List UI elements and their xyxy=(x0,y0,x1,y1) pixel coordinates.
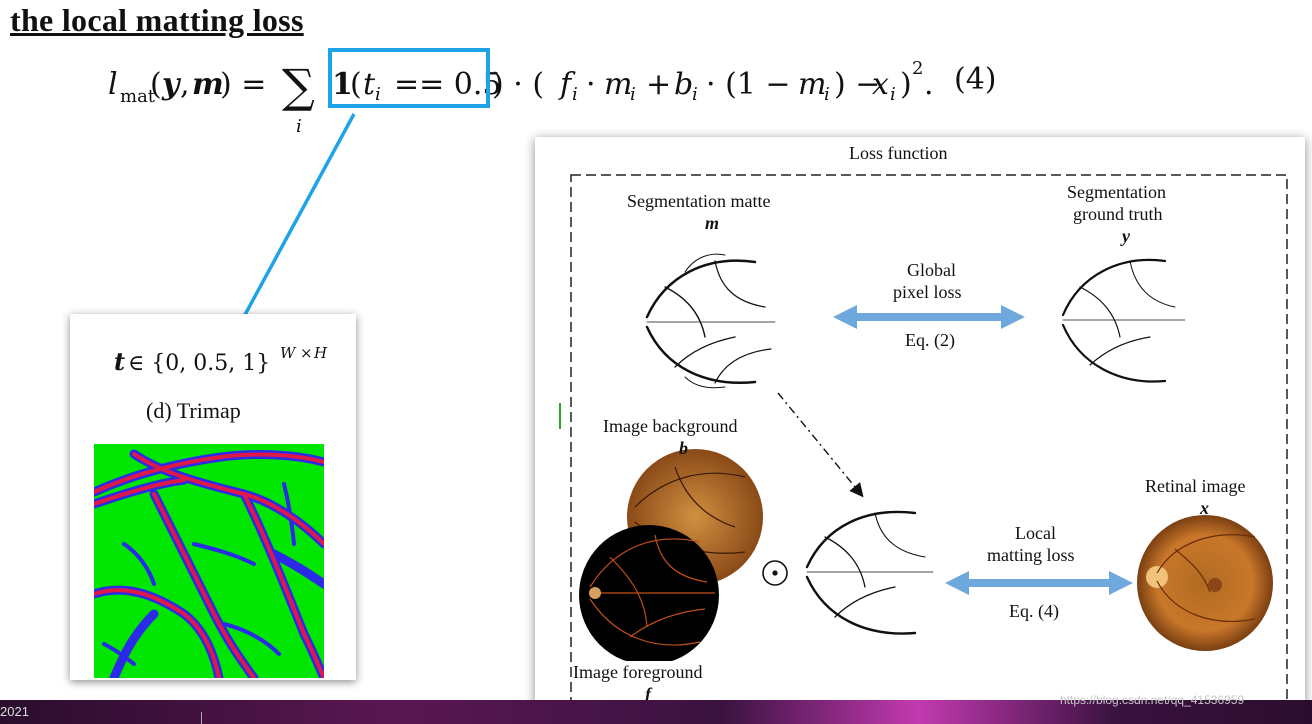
svg-text:i: i xyxy=(630,84,636,105)
retinal-image-picture xyxy=(1137,515,1273,651)
svg-text:×: × xyxy=(300,344,313,362)
trimap-formula: t ∈ {0, 0.5, 1} W × H xyxy=(114,344,328,376)
svg-text:H: H xyxy=(313,344,328,362)
global-loss-equation: Eq. (2) xyxy=(905,330,955,350)
taskbar-text: 2021 xyxy=(0,704,29,719)
matting-loss-equation: l mat ( y , m ) = ∑ i 1 ( t i == 0.5 ) ·… xyxy=(108,58,934,137)
global-loss-arrow xyxy=(833,305,1025,329)
svg-text:) · (: ) · ( xyxy=(492,67,544,102)
svg-text:== 0.5: == 0.5 xyxy=(394,67,502,102)
svg-text:) −: ) − xyxy=(834,67,880,102)
loss-function-diagram: Loss function Segmentation matte m Segme… xyxy=(535,137,1305,719)
svg-text:m: m xyxy=(192,67,224,102)
svg-text:l: l xyxy=(108,67,118,102)
loss-function-title: Loss function xyxy=(849,143,948,163)
svg-text:b: b xyxy=(674,67,693,102)
svg-text:x: x xyxy=(872,67,889,102)
taskbar-divider xyxy=(201,712,202,724)
local-loss-label-line1: Local xyxy=(1015,523,1056,543)
product-matte-image xyxy=(805,510,934,635)
local-loss-label-line2: matting loss xyxy=(987,545,1075,565)
global-loss-label-line2: pixel loss xyxy=(893,282,962,302)
ground-truth-label-line1: Segmentation xyxy=(1067,182,1166,202)
svg-text:∈ {0, 0.5, 1}: ∈ {0, 0.5, 1} xyxy=(128,351,270,376)
svg-text:+: + xyxy=(646,67,671,102)
svg-text:(: ( xyxy=(150,67,162,102)
svg-text:): ) xyxy=(900,67,912,102)
segmentation-matte-image xyxy=(644,253,776,389)
image-background-label: Image background xyxy=(603,416,738,436)
ground-truth-label-line2: ground truth xyxy=(1073,204,1163,224)
local-loss-equation: Eq. (4) xyxy=(1009,601,1059,621)
svg-text:i: i xyxy=(572,84,578,105)
svg-text:· (1 −: · (1 − xyxy=(706,67,791,102)
svg-text:y: y xyxy=(161,67,182,102)
trimap-image xyxy=(94,444,324,678)
image-foreground-label: Image foreground xyxy=(573,661,703,683)
svg-text:i: i xyxy=(824,84,830,105)
svg-text:∑: ∑ xyxy=(282,59,315,113)
watermark: https://blog.csdn.net/qq_41536959 xyxy=(1060,693,1245,707)
local-loss-arrow xyxy=(945,571,1133,595)
ground-truth-image xyxy=(1061,258,1186,383)
image-foreground-symbol: f xyxy=(645,684,651,704)
svg-text:t: t xyxy=(114,347,125,376)
svg-text:i: i xyxy=(692,84,698,105)
svg-text:(: ( xyxy=(350,67,362,102)
retinal-image-symbol: x xyxy=(1200,498,1209,518)
ground-truth-symbol: y xyxy=(1122,226,1130,246)
svg-text:i: i xyxy=(375,84,381,105)
segmentation-matte-symbol: m xyxy=(705,213,720,233)
svg-text:i: i xyxy=(890,84,896,105)
svg-text:) =: ) = xyxy=(220,67,266,102)
global-loss-label-line1: Global xyxy=(907,260,956,280)
svg-text:m: m xyxy=(604,67,632,102)
svg-text:2: 2 xyxy=(912,58,923,79)
svg-text:i: i xyxy=(296,116,302,137)
retinal-image-label: Retinal image xyxy=(1145,476,1246,496)
equation-number: (4) xyxy=(954,62,997,97)
svg-text:·: · xyxy=(586,67,596,102)
svg-text:mat: mat xyxy=(120,86,156,107)
svg-text:W: W xyxy=(280,344,297,362)
trimap-caption: (d) Trimap xyxy=(146,398,241,423)
svg-text:,: , xyxy=(180,67,190,102)
indicator-highlight-box xyxy=(328,48,490,108)
loss-diagram-graphics xyxy=(559,174,1288,716)
segmentation-matte-label: Segmentation matte xyxy=(627,191,771,211)
svg-text:.: . xyxy=(924,67,934,102)
svg-text:t: t xyxy=(363,67,376,102)
image-background-symbol: b xyxy=(679,438,688,458)
svg-text:m: m xyxy=(798,67,826,102)
trimap-panel: t ∈ {0, 0.5, 1} W × H (d) Trimap xyxy=(70,314,356,680)
slide-title: the local matting loss xyxy=(10,2,304,38)
svg-text:1: 1 xyxy=(332,67,353,102)
taskbar xyxy=(0,700,1312,724)
